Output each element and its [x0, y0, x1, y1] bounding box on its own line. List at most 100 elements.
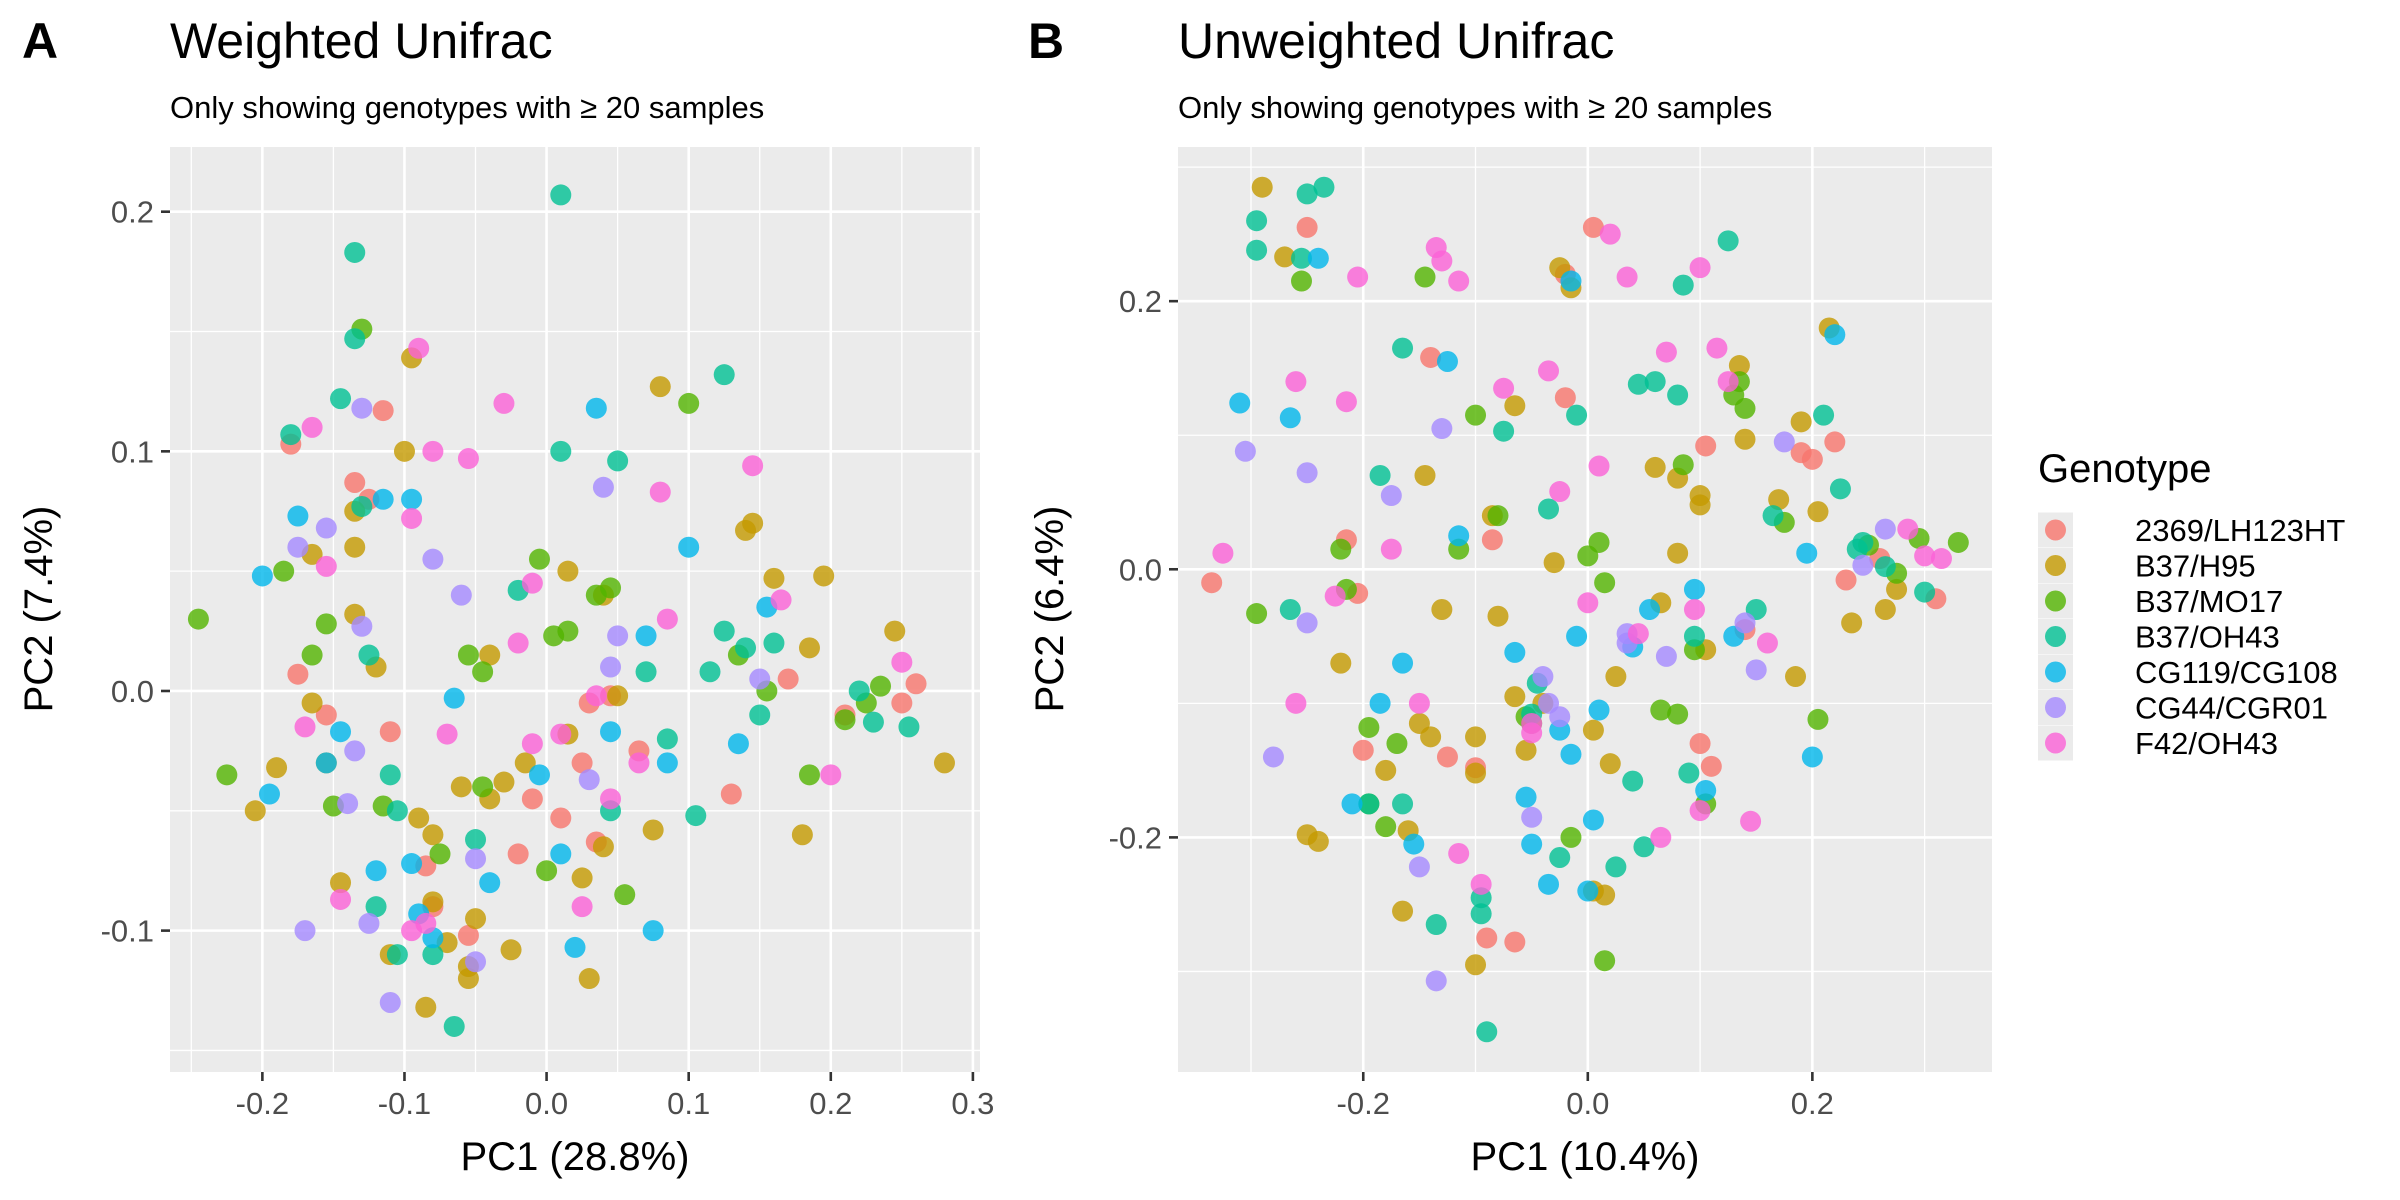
panel-b-point	[1538, 498, 1560, 520]
panel-b-point	[1740, 810, 1762, 832]
panel-b-point	[1386, 733, 1408, 755]
panel-b-point	[1279, 599, 1301, 620]
panel-a-point	[550, 843, 572, 865]
panel-a-point	[479, 644, 501, 666]
panel-a-point	[472, 661, 494, 683]
panel-b-axes: -0.2 0.0 0.2 -0.2 0.0 0.2	[1109, 284, 1834, 1121]
panel-b-point	[1566, 625, 1588, 647]
panel-a-y-tick-label: 0.0	[111, 674, 154, 709]
panel-a-point	[642, 920, 664, 942]
panel-a-point	[266, 757, 288, 779]
panel-b-point	[1375, 816, 1397, 838]
panel-a-point	[330, 888, 352, 910]
panel-b-point	[1807, 708, 1829, 730]
panel-a-point	[422, 548, 444, 570]
panel-b-point	[1554, 387, 1576, 409]
panel-b-point	[1773, 431, 1795, 453]
panel-b-point	[1695, 435, 1717, 457]
panel-a-point	[735, 637, 757, 659]
panel-b-point	[1521, 833, 1543, 855]
panel-a-point	[763, 567, 785, 589]
panel-b-point	[1307, 247, 1329, 269]
panel-a-point	[330, 872, 352, 894]
panel-b-point	[1588, 455, 1610, 477]
panel-b-point	[1852, 554, 1874, 576]
panel-a-point	[791, 824, 813, 846]
panel-a-point	[408, 337, 430, 359]
panel-b-point	[1841, 612, 1863, 634]
panel-b-point	[1279, 407, 1301, 429]
panel-a-point	[187, 608, 209, 630]
panel-b-x-tick-label: -0.2	[1337, 1086, 1390, 1121]
panel-a-point	[422, 824, 444, 846]
panel-a-point	[536, 860, 558, 882]
panel-a-plot-background	[170, 147, 980, 1072]
panel-b-point	[1728, 355, 1750, 377]
panel-b-point	[1605, 666, 1627, 688]
panel-b-point	[1650, 699, 1672, 721]
panel-b-point	[1504, 641, 1526, 663]
panel-a-point	[465, 829, 487, 851]
panel-b-point	[1425, 970, 1447, 992]
panel-a-point	[571, 867, 593, 889]
panel-b-point	[1897, 518, 1919, 540]
panel-a-point	[777, 668, 799, 690]
panel-b-point	[1291, 270, 1313, 292]
panel-b-point	[1577, 592, 1599, 614]
panel-b-point	[1251, 176, 1273, 198]
panel-a-point	[408, 807, 430, 829]
panel-a-point	[798, 764, 820, 786]
panel-b-title: Unweighted Unifrac	[1178, 13, 1614, 69]
panel-a-point	[386, 800, 408, 822]
panel-b-point	[1380, 485, 1402, 507]
panel-b-points	[1201, 176, 1969, 1043]
panel-a-point	[884, 620, 906, 642]
panel-b-point	[1431, 418, 1453, 440]
panel-b-point	[1352, 739, 1374, 761]
panel-b-point	[1549, 847, 1571, 869]
panel-a-point	[557, 560, 579, 582]
panel-b-point	[1420, 726, 1442, 748]
panel-a-x-tick-label: 0.3	[951, 1086, 994, 1121]
panel-a-point	[649, 481, 671, 503]
panel-a-point	[600, 721, 622, 743]
panel-b-point	[1532, 666, 1554, 688]
panel-b-point	[1408, 692, 1430, 714]
panel-a-point	[344, 740, 366, 762]
panel-a-point	[465, 908, 487, 930]
panel-b-point	[1481, 529, 1503, 551]
panel-b-point	[1695, 779, 1717, 801]
legend-label: F42/OH43	[2135, 726, 2278, 761]
panel-b-point	[1425, 914, 1447, 936]
panel-b-point	[1358, 793, 1380, 815]
panel-b-point	[1560, 743, 1582, 765]
panel-a-x-tick-label: -0.1	[378, 1086, 431, 1121]
panel-a-point	[678, 536, 700, 558]
panel-b-point	[1246, 603, 1268, 625]
legend-key	[2045, 555, 2066, 576]
panel-a-point	[294, 920, 316, 942]
panel-a-point	[450, 584, 472, 606]
panel-a-y-tick-label: 0.2	[111, 195, 154, 230]
panel-a-x-tick-label: 0.2	[809, 1086, 852, 1121]
panel-b-point	[1436, 350, 1458, 372]
panel-b-point	[1515, 786, 1537, 808]
panel-b-point	[1852, 531, 1874, 553]
panel-b-point	[1465, 762, 1487, 784]
panel-a-x-tick-label: -0.2	[236, 1086, 289, 1121]
panel-a-point	[457, 924, 479, 946]
panel-a-point	[465, 951, 487, 973]
panel-a-point	[656, 752, 678, 774]
panel-a-point	[578, 968, 600, 990]
panel-a-point	[401, 853, 423, 875]
panel-a-point	[294, 716, 316, 738]
panel-b-point	[1717, 371, 1739, 393]
panel-a-point	[742, 512, 764, 534]
panel-letter-a: A	[22, 13, 58, 69]
panel-b-point	[1689, 257, 1711, 279]
panel-b-point	[1504, 931, 1526, 953]
panel-b-point	[1566, 404, 1588, 426]
panel-b-point	[1824, 324, 1846, 346]
panel-b-point	[1874, 556, 1896, 578]
panel-a-point	[614, 884, 636, 906]
